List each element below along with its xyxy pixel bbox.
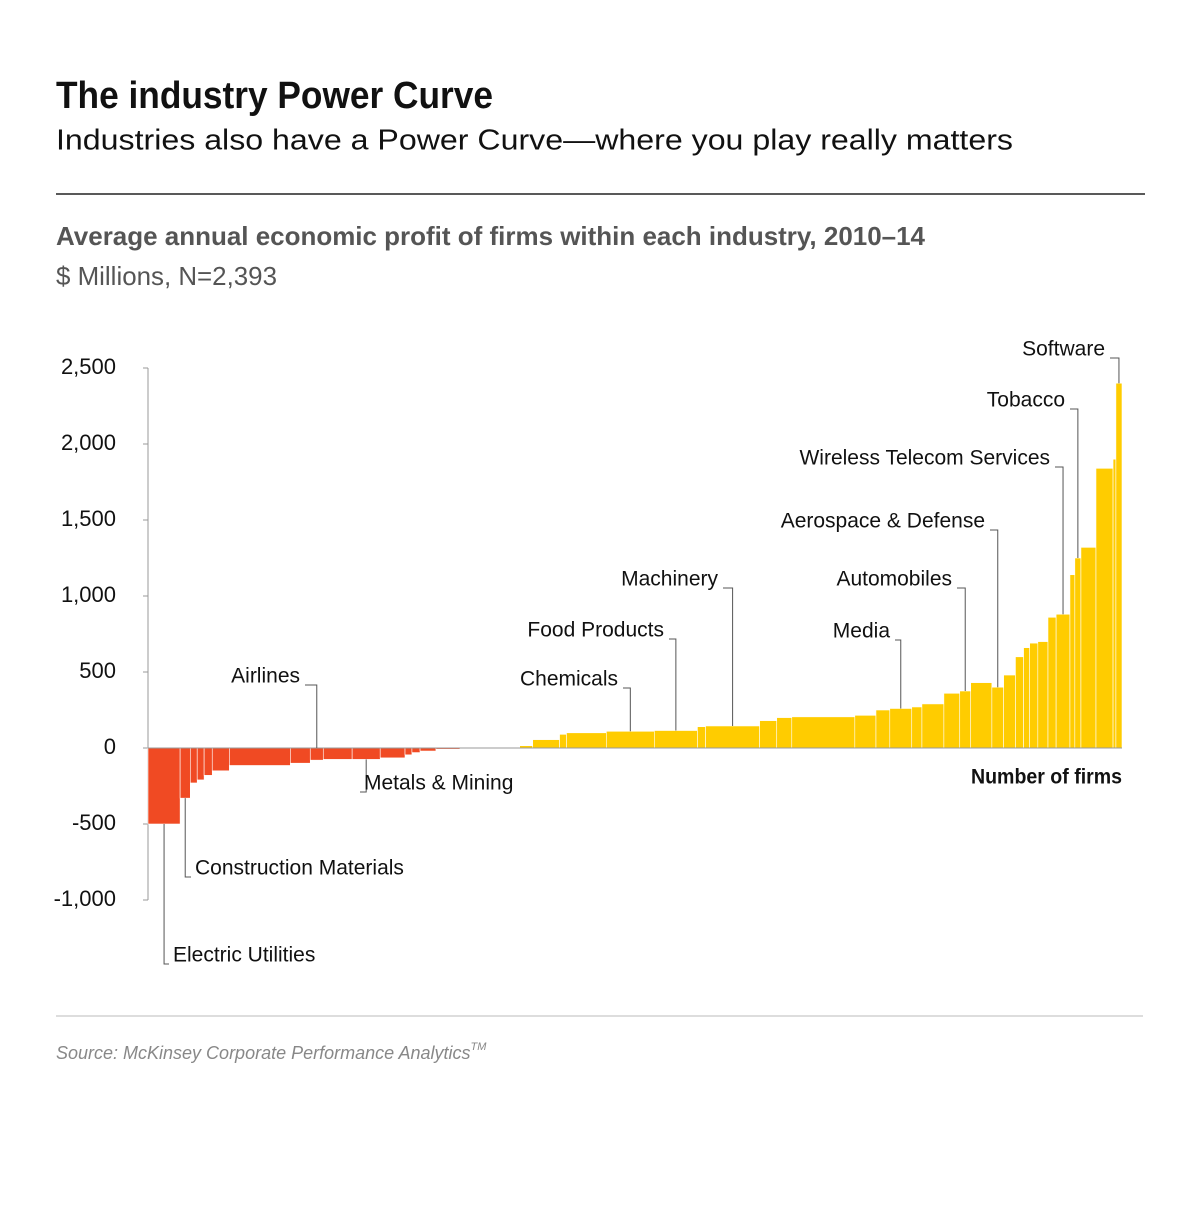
bar [991, 686, 1004, 749]
y-tick-label: 2,500 [61, 354, 116, 379]
y-tick-label: 0 [104, 734, 116, 759]
bar [943, 692, 961, 749]
category-label: Media [833, 620, 891, 643]
category-label: Food Products [527, 619, 664, 642]
leader-line [184, 798, 191, 878]
y-tick-label: 2,000 [61, 430, 116, 455]
source-mark: TM [471, 1041, 488, 1053]
chart-title: Average annual economic profit of firms … [56, 221, 926, 251]
bar [776, 717, 793, 749]
bar [322, 747, 353, 760]
leader-line [895, 639, 902, 709]
bar [1095, 468, 1114, 749]
bar [203, 747, 213, 776]
bar [959, 690, 972, 749]
bar [854, 715, 877, 749]
bar [404, 747, 413, 756]
leader-line [305, 684, 318, 748]
category-label: Electric Utilities [173, 944, 315, 967]
bar [309, 747, 324, 761]
category-label: Software [1022, 338, 1105, 361]
leader-line [723, 587, 734, 726]
bar [889, 708, 913, 749]
bar [196, 747, 205, 781]
category-label: Chemicals [520, 668, 618, 691]
bar [1029, 642, 1039, 749]
bar [1055, 613, 1071, 749]
category-label: Metals & Mining [364, 772, 513, 795]
bar [1115, 382, 1123, 749]
bar [566, 732, 607, 749]
bar [1112, 458, 1117, 749]
bar [1015, 656, 1024, 749]
bar [229, 747, 291, 766]
bar [1074, 557, 1082, 749]
bar [1023, 647, 1030, 749]
bar [606, 730, 655, 749]
bar [147, 747, 181, 825]
leader-line [669, 638, 677, 731]
bar [697, 726, 706, 749]
bar [1003, 674, 1016, 749]
bar [379, 747, 406, 759]
bar [759, 720, 778, 749]
bar [189, 747, 198, 784]
category-label: Aerospace & Defense [781, 510, 985, 533]
leader-line [163, 824, 169, 965]
x-axis-title: Number of firms [971, 766, 1122, 789]
category-label: Airlines [231, 665, 300, 688]
bar [532, 739, 560, 749]
category-label: Wireless Telecom Services [799, 447, 1050, 470]
leader-line [1055, 466, 1064, 615]
y-tick-label: 1,000 [61, 582, 116, 607]
leader-line [360, 759, 367, 793]
source-text: Source: McKinsey Corporate Performance A… [56, 1043, 471, 1063]
units: $ Millions, N=2,393 [56, 261, 277, 291]
bar [654, 730, 698, 749]
leader-line [623, 687, 631, 732]
bar [1047, 616, 1057, 749]
bar [290, 747, 311, 764]
bar [705, 725, 760, 749]
bar [351, 747, 381, 760]
bar [1069, 574, 1076, 749]
bar [970, 682, 993, 749]
title: The industry Power Curve [56, 75, 493, 117]
category-label: Construction Materials [195, 857, 404, 880]
subtitle: Industries also have a Power Curve—where… [56, 125, 1013, 157]
y-tick-label: 500 [79, 658, 116, 683]
y-tick-label: -1,000 [54, 886, 116, 911]
bar [791, 716, 856, 749]
leader-line [1070, 408, 1079, 558]
y-tick-label: -500 [72, 810, 116, 835]
category-label: Machinery [621, 568, 718, 591]
leader-line [957, 587, 966, 691]
bar [559, 734, 567, 749]
bar [179, 747, 191, 799]
category-label: Tobacco [987, 389, 1065, 412]
bar [211, 747, 230, 772]
bar [911, 706, 923, 749]
leader-line [990, 529, 999, 688]
bar [411, 747, 421, 753]
bar [921, 703, 945, 749]
bar [875, 709, 891, 749]
source: Source: McKinsey Corporate Performance A… [56, 1041, 487, 1063]
category-label: Automobiles [836, 568, 952, 591]
bar [1080, 547, 1097, 749]
y-tick-label: 1,500 [61, 506, 116, 531]
bar [1037, 641, 1049, 749]
leader-line [1110, 357, 1120, 384]
